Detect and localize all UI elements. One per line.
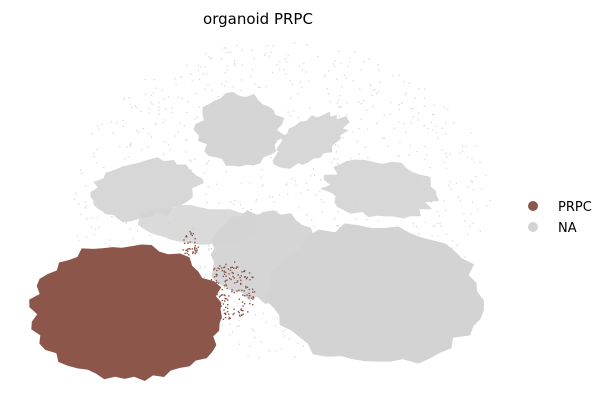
na-cluster-right-upper xyxy=(319,159,440,219)
legend-label-na: NA xyxy=(558,221,577,236)
legend-entry-na: NA xyxy=(528,221,577,236)
legend: PRPC NA xyxy=(528,200,592,236)
na-point-cloud xyxy=(74,42,491,364)
prpc-cluster-main xyxy=(29,244,222,381)
legend-entry-prpc: PRPC xyxy=(528,200,592,215)
legend-marker-na xyxy=(528,222,538,232)
na-cluster-upper-mid xyxy=(272,111,350,169)
chart-title: organoid PRPC xyxy=(203,10,313,28)
na-cluster-upper-left xyxy=(90,157,205,223)
plot-area xyxy=(29,42,491,381)
na-cluster-top xyxy=(193,91,286,167)
prpc-point-cloud xyxy=(29,230,256,381)
prpc-scatter-top xyxy=(182,230,200,260)
legend-label-prpc: PRPC xyxy=(558,200,592,215)
prpc-scatter-dots xyxy=(206,261,256,320)
legend-marker-prpc xyxy=(528,201,538,211)
na-cluster-bridge xyxy=(138,205,257,245)
na-cluster-lower-right xyxy=(264,223,484,364)
